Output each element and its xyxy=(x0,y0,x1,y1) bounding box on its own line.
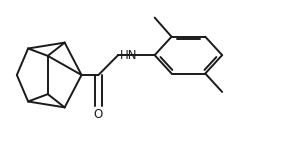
Text: O: O xyxy=(94,108,103,121)
Text: HN: HN xyxy=(120,49,137,62)
